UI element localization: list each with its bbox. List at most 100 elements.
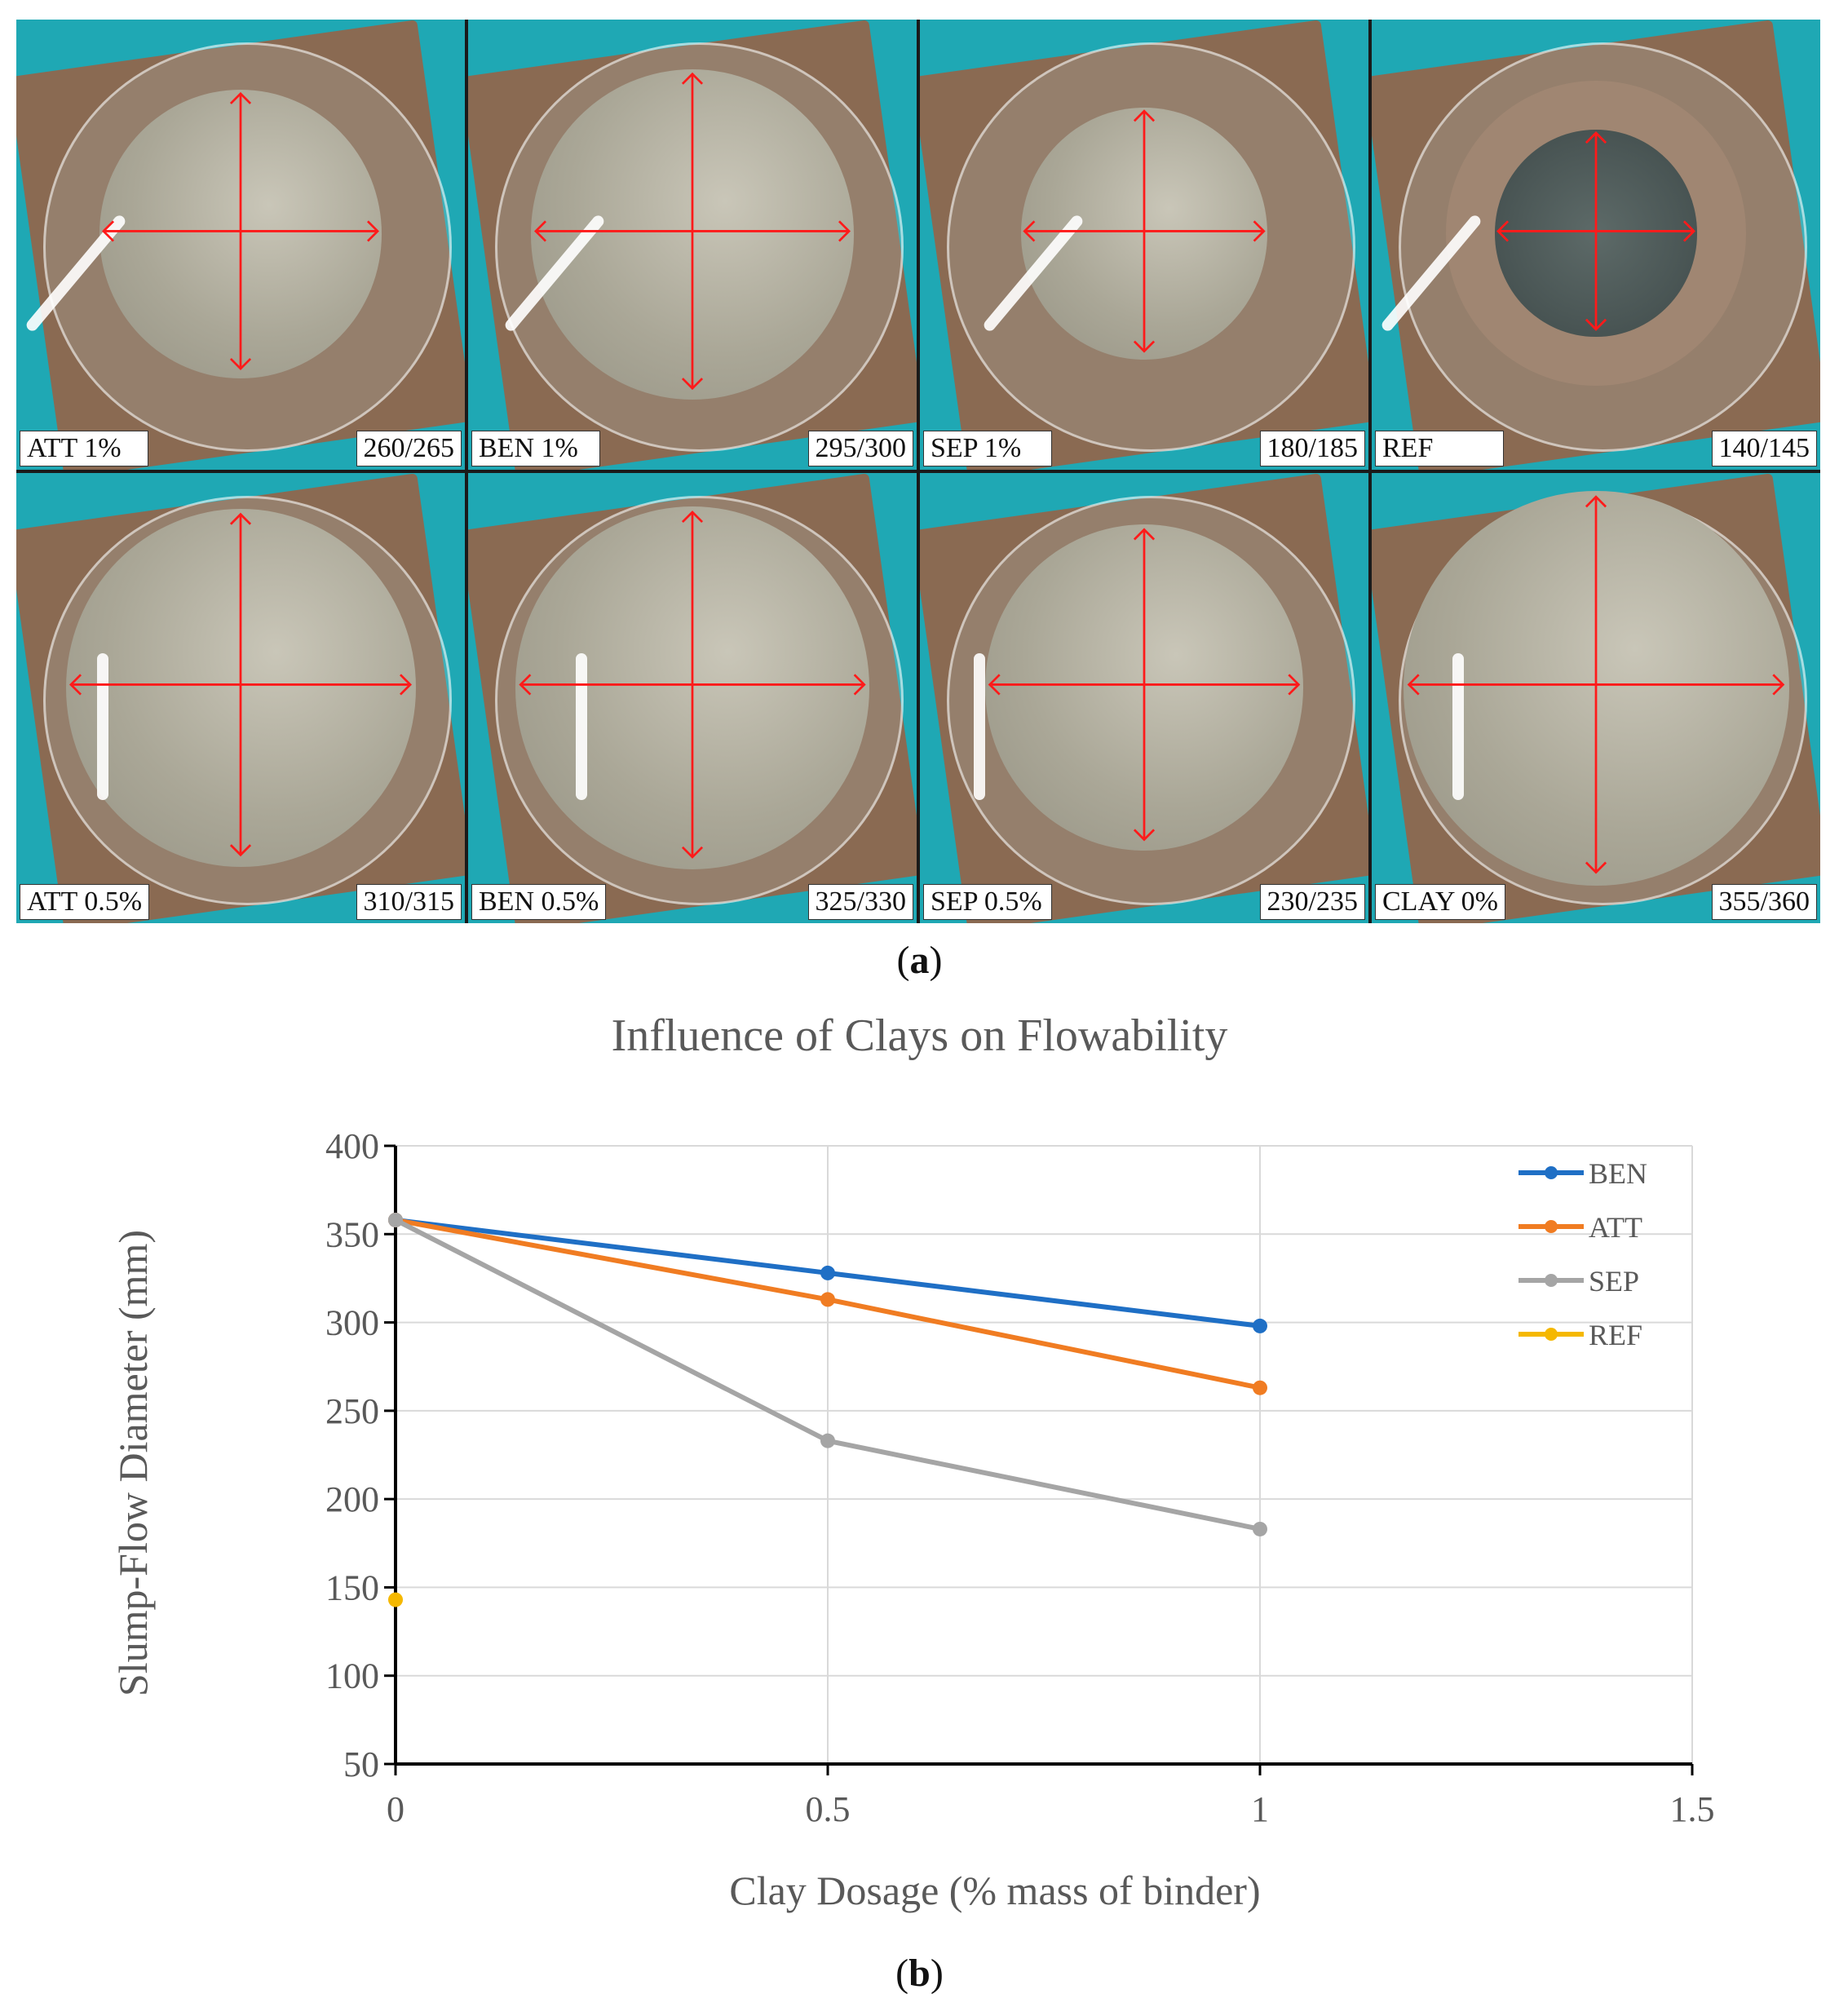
mix-label: ATT 0.5% — [20, 884, 150, 920]
arrow-head — [69, 674, 82, 696]
legend-label: BEN — [1589, 1157, 1647, 1190]
y-tick-label: 250 — [325, 1391, 379, 1431]
panel-a-caption: (a) — [896, 939, 943, 982]
diameter-arrows — [1496, 131, 1695, 331]
diameter-arrows — [533, 72, 851, 391]
arrow-head — [1133, 340, 1156, 353]
slump-photo: REF 140/145 — [1372, 20, 1820, 470]
y-tick-label: 50 — [343, 1744, 379, 1784]
arrow-head — [681, 72, 704, 85]
arrow-head — [1772, 674, 1785, 696]
arrow-head — [229, 91, 252, 104]
arrow-head — [1407, 674, 1420, 696]
x-tick-label: 0.5 — [806, 1789, 851, 1829]
y-tick-label: 400 — [325, 1126, 379, 1166]
mix-label: SEP 0.5% — [923, 884, 1052, 920]
arrow-head — [681, 510, 704, 524]
data-point-att — [1253, 1380, 1267, 1395]
data-point-sep — [388, 1212, 403, 1227]
legend-swatch-marker — [1545, 1166, 1558, 1179]
arrow-head — [1288, 674, 1301, 696]
diameter-arrows — [1407, 495, 1785, 874]
diameter-arrows — [519, 510, 866, 859]
legend-swatch-marker — [1545, 1220, 1558, 1233]
arrow-head — [1023, 220, 1036, 242]
arrow-head — [1585, 318, 1607, 331]
legend-label: SEP — [1589, 1265, 1639, 1298]
mix-label: CLAY 0% — [1375, 884, 1505, 920]
y-axis-title: Slump-Flow Diameter (mm) — [110, 1230, 156, 1696]
mix-label: BEN 1% — [471, 431, 600, 466]
data-point-sep — [1253, 1521, 1267, 1536]
legend-label: REF — [1589, 1319, 1642, 1351]
legend-swatch-marker — [1545, 1274, 1558, 1287]
panel-b-letter: b — [908, 1952, 931, 1995]
arrow-head — [681, 378, 704, 391]
data-point-ben — [1253, 1318, 1267, 1333]
data-point-att — [820, 1292, 835, 1307]
legend-swatch-marker — [1545, 1328, 1558, 1341]
mix-label: ATT 1% — [20, 431, 148, 466]
y-tick-label: 350 — [325, 1214, 379, 1254]
y-tick-label: 150 — [325, 1567, 379, 1607]
data-point-sep — [820, 1433, 835, 1448]
photo-grid: ATT 1% 260/265 BEN 1% 295/300 SEP 1% 180/185 R… — [16, 20, 1820, 923]
slump-photo: SEP 0.5% 230/235 — [920, 473, 1368, 923]
light-glare — [97, 652, 108, 800]
arrow-head — [853, 674, 866, 696]
diameter-value-label: 310/315 — [356, 884, 462, 920]
diameter-arrows — [988, 528, 1301, 842]
arrow-head — [229, 357, 252, 371]
slump-photo: SEP 1% 180/185 — [920, 20, 1368, 470]
arrow-head — [1585, 131, 1607, 144]
data-point-ref — [388, 1592, 403, 1607]
diameter-value-label: 260/265 — [356, 431, 462, 466]
light-glare — [576, 652, 587, 800]
mix-label: REF — [1375, 431, 1504, 466]
arrow-head — [1585, 495, 1607, 508]
diameter-arrows — [102, 91, 379, 371]
legend-label: ATT — [1589, 1211, 1642, 1244]
slump-photo: BEN 0.5% 325/330 — [468, 473, 917, 923]
slump-photo: ATT 1% 260/265 — [16, 20, 465, 470]
diameter-value-label: 325/330 — [807, 884, 913, 920]
slump-photo: CLAY 0% 355/360 — [1372, 473, 1820, 923]
x-tick-label: 1 — [1251, 1789, 1269, 1829]
y-tick-label: 300 — [325, 1303, 379, 1343]
chart-title: Influence of Clays on Flowability — [611, 1010, 1228, 1061]
arrow-head — [1133, 528, 1156, 541]
mix-label: SEP 1% — [923, 431, 1052, 466]
arrow-head — [519, 674, 532, 696]
panel-b-caption: (b) — [895, 1952, 944, 1995]
panel-a-letter: a — [909, 939, 930, 982]
arrow-head — [1133, 829, 1156, 842]
arrow-head — [1496, 220, 1510, 242]
diameter-value-label: 230/235 — [1259, 884, 1365, 920]
diameter-value-label: 355/360 — [1711, 884, 1817, 920]
arrow-head — [229, 512, 252, 525]
x-tick-label: 0 — [387, 1789, 404, 1829]
arrow-head — [533, 220, 547, 242]
arrow-head — [1133, 109, 1156, 122]
slump-photo: BEN 1% 295/300 — [468, 20, 917, 470]
light-glare — [974, 652, 985, 800]
mix-label: BEN 0.5% — [471, 884, 607, 920]
data-point-ben — [820, 1265, 835, 1280]
x-axis-title: Clay Dosage (% mass of binder) — [729, 1868, 1260, 1913]
light-glare — [1452, 652, 1464, 800]
arrow-head — [229, 844, 252, 857]
diameter-value-label: 180/185 — [1259, 431, 1365, 466]
diameter-arrows — [1023, 109, 1266, 353]
x-tick-label: 1.5 — [1670, 1789, 1715, 1829]
arrow-head — [988, 674, 1001, 696]
arrow-head — [681, 846, 704, 859]
diameter-arrows — [69, 512, 413, 857]
arrow-head — [366, 220, 379, 242]
arrow-head — [102, 220, 115, 242]
arrow-head — [1682, 220, 1695, 242]
arrow-head — [399, 674, 413, 696]
arrow-head — [1585, 861, 1607, 874]
arrow-head — [838, 220, 851, 242]
slump-photo: ATT 0.5% 310/315 — [16, 473, 465, 923]
